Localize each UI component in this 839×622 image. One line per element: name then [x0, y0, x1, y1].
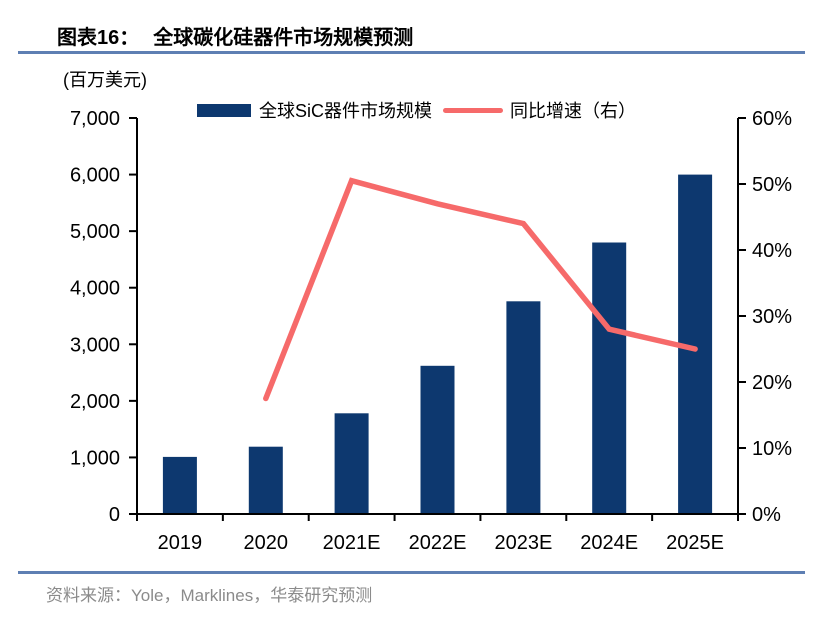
bottom-divider-rule: [18, 571, 805, 574]
legend-label-market-size: 全球SiC器件市场规模: [259, 101, 433, 121]
left-tick-label: 0: [109, 504, 120, 526]
left-tick-label: 6,000: [70, 165, 120, 187]
x-tick-label-2025E: 2025E: [666, 532, 724, 554]
bar-2021E: [334, 413, 369, 514]
right-tick-label: 50%: [752, 174, 792, 196]
left-axis-unit-label: (百万美元): [63, 70, 147, 90]
legend-item-market-size: 全球SiC器件市场规模: [197, 97, 432, 123]
right-tick-label: 40%: [752, 240, 792, 262]
bar-2019: [162, 456, 197, 514]
figure-title: 图表16： 全球碳化硅器件市场规模预测: [57, 21, 413, 50]
left-tick-label: 5,000: [70, 221, 120, 243]
right-tick-label: 20%: [752, 372, 792, 394]
left-tick-label: 7,000: [70, 108, 120, 130]
legend-label-growth: 同比增速（右）: [510, 101, 637, 121]
bar-2024E: [592, 242, 627, 514]
figure-name: 全球碳化硅器件市场规模预测: [153, 27, 414, 49]
bar-2023E: [506, 301, 541, 514]
x-tick-label-2023E: 2023E: [494, 532, 552, 554]
right-tick-label: 0%: [752, 504, 781, 526]
bar-2022E: [420, 365, 455, 514]
bar-series-swatch: [197, 103, 251, 117]
left-tick-label: 1,000: [70, 447, 120, 469]
chart-legend: 全球SiC器件市场规模 同比增速（右）: [197, 97, 636, 123]
left-tick-label: 3,000: [70, 334, 120, 356]
x-tick-label-2022E: 2022E: [409, 532, 467, 554]
left-tick-label: 2,000: [70, 391, 120, 413]
right-tick-label: 30%: [752, 306, 792, 328]
right-tick-label: 60%: [752, 108, 792, 130]
x-tick-label-2021E: 2021E: [323, 532, 381, 554]
left-tick-label: 4,000: [70, 278, 120, 300]
right-tick-label: 10%: [752, 438, 792, 460]
line-series-swatch: [443, 107, 504, 113]
bar-2020: [248, 446, 283, 514]
x-tick-label-2024E: 2024E: [580, 532, 638, 554]
growth-line: [263, 177, 698, 402]
source-note: 资料来源：Yole，Marklines，华泰研究预测: [46, 586, 373, 605]
title-underline-rule: [18, 51, 805, 54]
figure-number-label: 图表16：: [57, 27, 140, 49]
x-tick-label-2020: 2020: [244, 532, 289, 554]
x-tick-label-2019: 2019: [158, 532, 203, 554]
legend-item-growth: 同比增速（右）: [443, 97, 636, 123]
